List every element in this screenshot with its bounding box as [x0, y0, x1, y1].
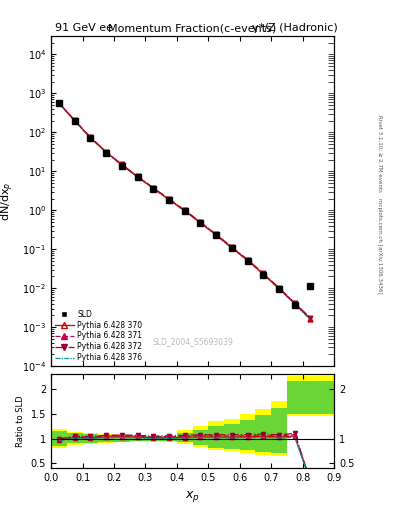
Pythia 6.428 371 — [245, 257, 250, 263]
Pythia 6.428 371 — [57, 100, 61, 106]
Pythia 6.428 370 — [182, 208, 187, 214]
Pythia 6.428 371 — [292, 300, 297, 306]
Pythia 6.428 370 — [198, 220, 203, 226]
Pythia 6.428 370 — [167, 197, 171, 203]
Pythia 6.428 376 — [88, 135, 93, 141]
Pythia 6.428 371 — [151, 185, 156, 191]
Pythia 6.428 371 — [230, 245, 234, 251]
Pythia 6.428 372 — [230, 244, 234, 250]
Text: mcplots.cern.ch [arXiv:1306.3436]: mcplots.cern.ch [arXiv:1306.3436] — [377, 198, 382, 293]
Pythia 6.428 372 — [119, 161, 124, 167]
Pythia 6.428 371 — [88, 134, 93, 140]
Text: Rivet 3.1.10; ≥ 2.7M events: Rivet 3.1.10; ≥ 2.7M events — [377, 115, 382, 192]
Pythia 6.428 372 — [151, 185, 156, 191]
Pythia 6.428 376 — [151, 185, 156, 191]
Pythia 6.428 376 — [167, 197, 171, 203]
Pythia 6.428 376 — [245, 258, 250, 264]
Pythia 6.428 372 — [198, 219, 203, 225]
Pythia 6.428 376 — [182, 208, 187, 214]
Pythia 6.428 371 — [198, 220, 203, 226]
Pythia 6.428 371 — [214, 231, 219, 238]
Pythia 6.428 370 — [88, 135, 93, 141]
Line: Pythia 6.428 370: Pythia 6.428 370 — [57, 101, 313, 322]
Pythia 6.428 376 — [214, 232, 219, 238]
Line: Pythia 6.428 376: Pythia 6.428 376 — [59, 103, 310, 319]
Pythia 6.428 370 — [135, 174, 140, 180]
Pythia 6.428 372 — [245, 257, 250, 263]
Pythia 6.428 370 — [214, 232, 219, 238]
Pythia 6.428 372 — [135, 173, 140, 179]
Legend: SLD, Pythia 6.428 370, Pythia 6.428 371, Pythia 6.428 372, Pythia 6.428 376: SLD, Pythia 6.428 370, Pythia 6.428 371,… — [55, 310, 142, 362]
Pythia 6.428 370 — [57, 100, 61, 106]
Pythia 6.428 370 — [261, 271, 266, 277]
Pythia 6.428 372 — [214, 231, 219, 238]
Pythia 6.428 371 — [308, 315, 313, 322]
Pythia 6.428 370 — [277, 285, 281, 291]
Pythia 6.428 376 — [104, 150, 108, 156]
Pythia 6.428 376 — [292, 301, 297, 307]
Pythia 6.428 372 — [167, 196, 171, 202]
Pythia 6.428 372 — [182, 207, 187, 213]
Pythia 6.428 372 — [261, 270, 266, 276]
Pythia 6.428 376 — [261, 271, 266, 278]
Pythia 6.428 372 — [277, 285, 281, 291]
Pythia 6.428 372 — [57, 100, 61, 106]
Pythia 6.428 372 — [292, 300, 297, 306]
Line: Pythia 6.428 371: Pythia 6.428 371 — [57, 100, 313, 321]
Pythia 6.428 376 — [230, 245, 234, 251]
Pythia 6.428 371 — [119, 162, 124, 168]
Pythia 6.428 376 — [277, 286, 281, 292]
Pythia 6.428 376 — [135, 174, 140, 180]
Pythia 6.428 376 — [57, 100, 61, 106]
Pythia 6.428 371 — [277, 285, 281, 291]
Pythia 6.428 371 — [182, 207, 187, 214]
Pythia 6.428 372 — [104, 148, 108, 155]
Pythia 6.428 370 — [104, 149, 108, 155]
Pythia 6.428 372 — [72, 117, 77, 123]
Pythia 6.428 372 — [88, 134, 93, 140]
Pythia 6.428 376 — [119, 162, 124, 168]
Pythia 6.428 370 — [308, 316, 313, 322]
Pythia 6.428 376 — [308, 316, 313, 323]
Pythia 6.428 370 — [292, 301, 297, 307]
Pythia 6.428 371 — [104, 149, 108, 155]
Pythia 6.428 370 — [230, 245, 234, 251]
Text: SLD_2004_S5693039: SLD_2004_S5693039 — [152, 337, 233, 346]
Pythia 6.428 370 — [72, 118, 77, 124]
Pythia 6.428 371 — [135, 174, 140, 180]
Pythia 6.428 376 — [72, 118, 77, 124]
Pythia 6.428 372 — [308, 315, 313, 321]
Pythia 6.428 370 — [245, 257, 250, 263]
Pythia 6.428 370 — [151, 185, 156, 191]
Title: Momentum Fraction(c-events): Momentum Fraction(c-events) — [108, 24, 277, 34]
Y-axis label: dN/dx$_p$: dN/dx$_p$ — [0, 181, 17, 221]
Pythia 6.428 376 — [198, 220, 203, 226]
Text: 91 GeV ee: 91 GeV ee — [55, 23, 113, 33]
Text: γ*/Z (Hadronic): γ*/Z (Hadronic) — [252, 23, 338, 33]
Pythia 6.428 370 — [119, 162, 124, 168]
X-axis label: $x_p$: $x_p$ — [185, 489, 200, 504]
Pythia 6.428 371 — [72, 117, 77, 123]
Pythia 6.428 371 — [261, 271, 266, 277]
Line: Pythia 6.428 372: Pythia 6.428 372 — [57, 100, 313, 321]
Y-axis label: Ratio to SLD: Ratio to SLD — [16, 395, 25, 447]
Pythia 6.428 371 — [167, 196, 171, 202]
